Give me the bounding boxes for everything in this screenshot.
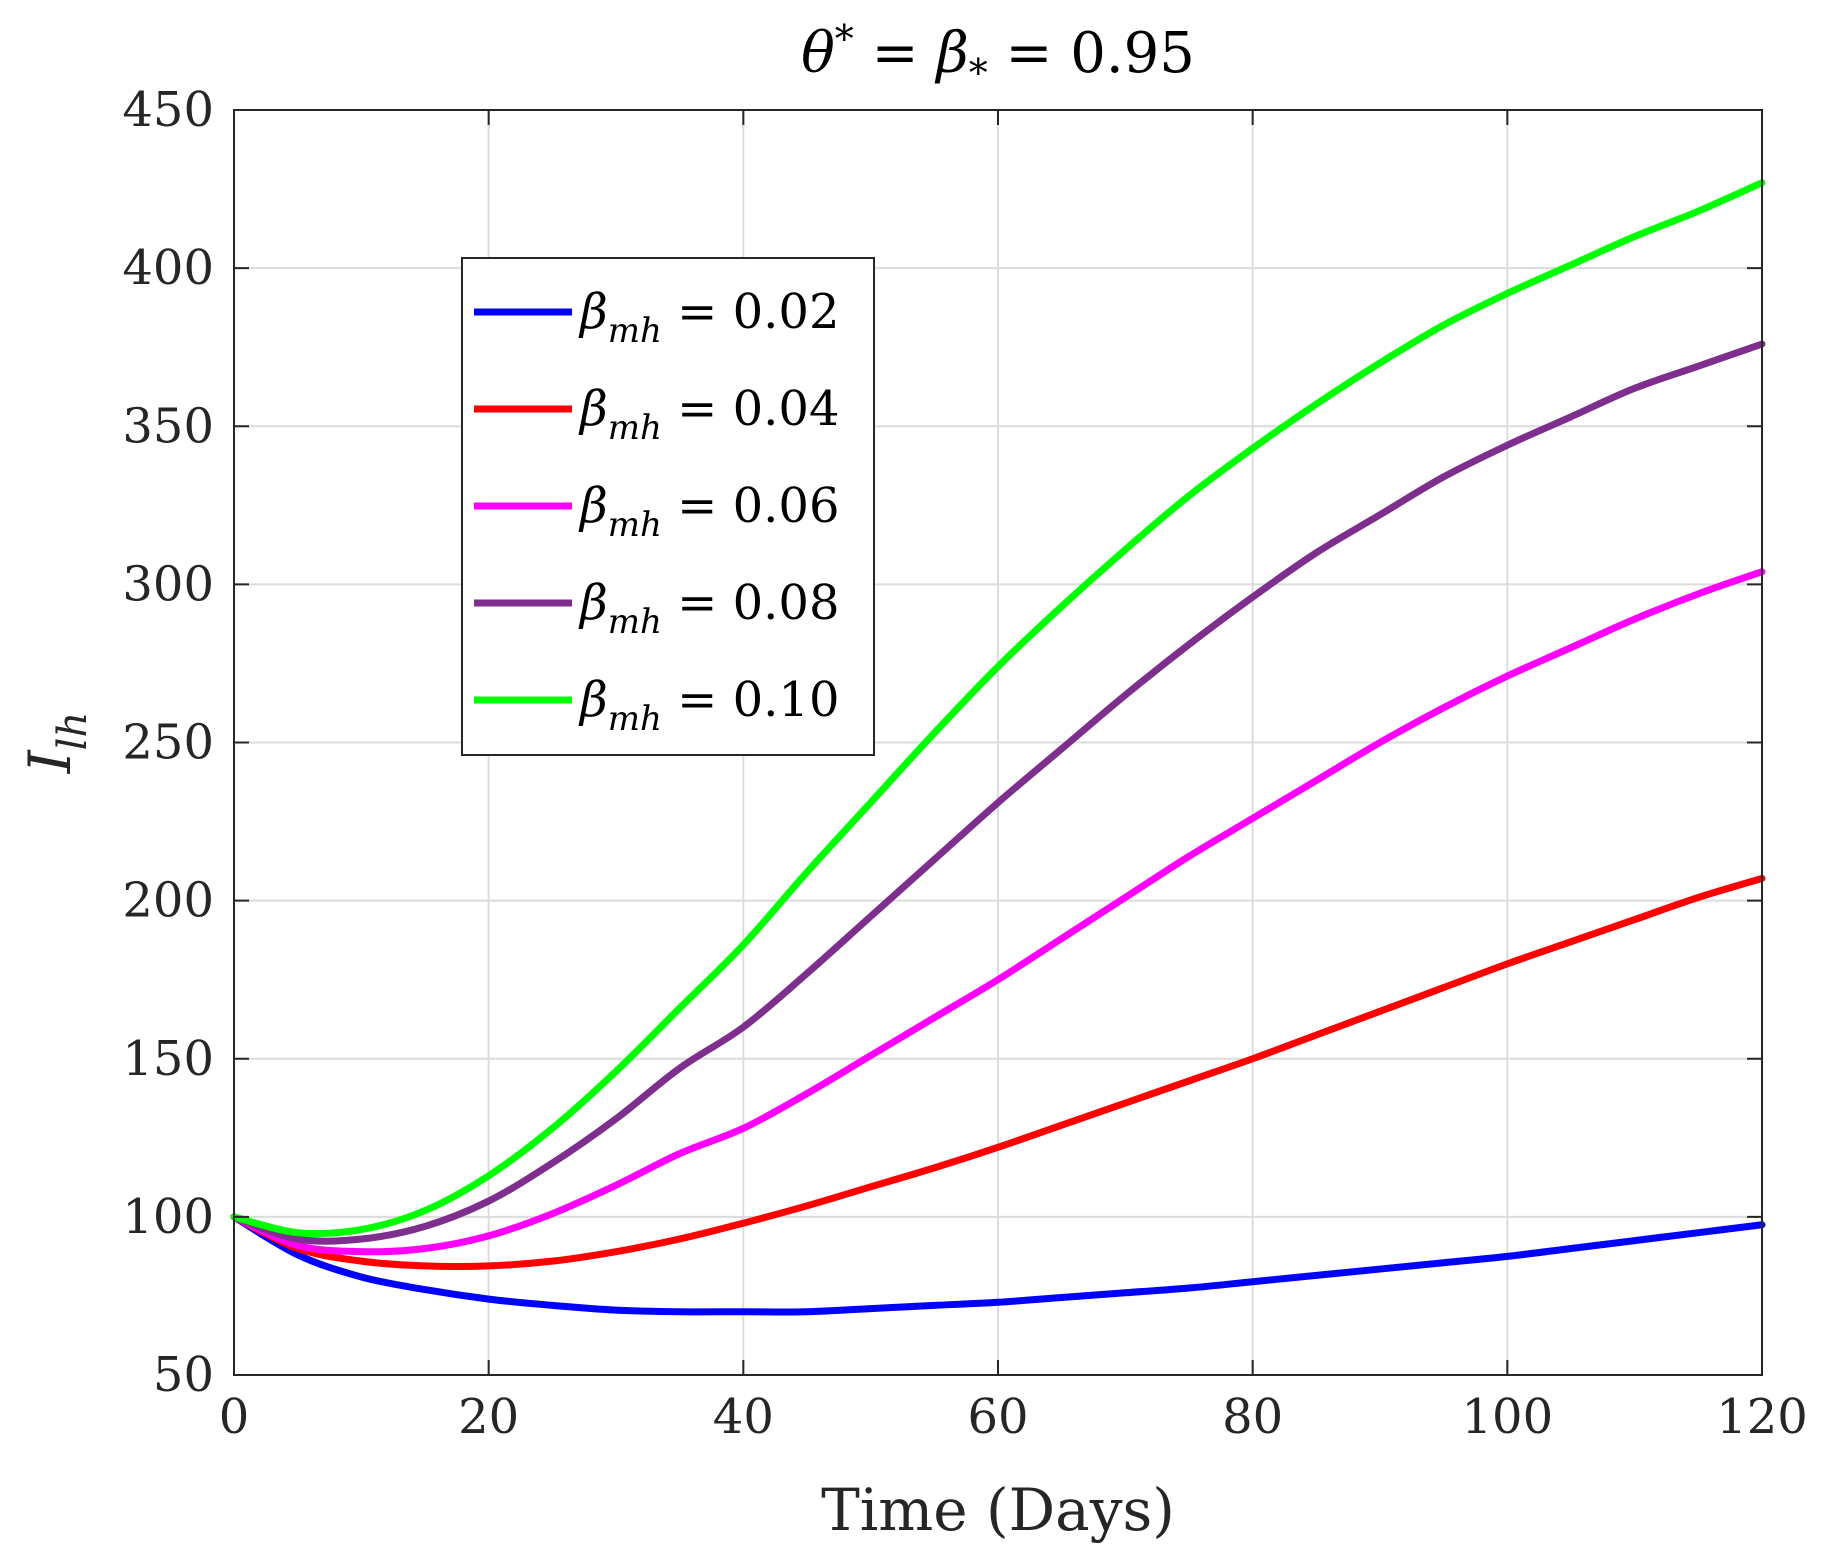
legend-label-5: βmh = 0.10 (578, 672, 840, 739)
x-tick-label: 120 (1716, 1389, 1808, 1445)
title-beta: β (934, 21, 968, 86)
legend-items: βmh = 0.02 βmh = 0.04 βmh = 0.06 βmh = 0.08… (474, 284, 840, 739)
y-tick-label: 100 (122, 1189, 214, 1245)
legend-label-2: βmh = 0.04 (578, 381, 840, 448)
x-tick-label: 20 (458, 1389, 519, 1445)
series-layer (230, 179, 1766, 1316)
title-value: = 0.95 (988, 21, 1195, 86)
legend: βmh = 0.02 βmh = 0.04 βmh = 0.06 βmh = 0.08… (461, 257, 875, 756)
title-theta: θ (801, 21, 835, 86)
y-tick-label: 150 (122, 1031, 214, 1087)
series-line-4 (230, 340, 1766, 1245)
y-tick-label: 50 (153, 1347, 214, 1403)
y-tick-label: 300 (122, 556, 214, 612)
y-tick-label: 400 (122, 240, 214, 296)
y-tick-label: 250 (122, 715, 214, 771)
x-tick-label: 0 (219, 1389, 250, 1445)
y-tick-label: 350 (122, 398, 214, 454)
x-tick-label: 100 (1462, 1389, 1554, 1445)
legend-label-4: βmh = 0.08 (578, 575, 840, 642)
x-tick-label: 80 (1222, 1389, 1283, 1445)
y-tick-label: 200 (122, 873, 214, 929)
x-axis-label: Time (Days) (821, 1476, 1175, 1544)
legend-label-3: βmh = 0.06 (578, 478, 840, 545)
axes-layer (233, 109, 1763, 1376)
x-tick-label: 60 (967, 1389, 1028, 1445)
x-tick-label: 40 (713, 1389, 774, 1445)
series-line-3 (230, 568, 1766, 1256)
series-line-1 (230, 1213, 1766, 1316)
series-line-2 (230, 874, 1766, 1270)
title-eq: = (854, 21, 937, 86)
legend-label-1: βmh = 0.02 (578, 284, 840, 351)
title-theta-sup: * (835, 17, 854, 61)
tick-label-layer: 0 20 40 60 80 100 120 50 100 150 200 250 300 350 400 45… (122, 82, 1807, 1445)
y-axis-label: Ilh (16, 712, 96, 774)
title-beta-sub: * (969, 51, 988, 95)
y-tick-label: 450 (122, 82, 214, 138)
chart-title: θ* = β* = 0.95 (801, 17, 1195, 95)
y-axis-label-main: I (16, 749, 84, 774)
series-line-5 (230, 179, 1766, 1238)
y-axis-label-sub: lh (50, 712, 96, 751)
